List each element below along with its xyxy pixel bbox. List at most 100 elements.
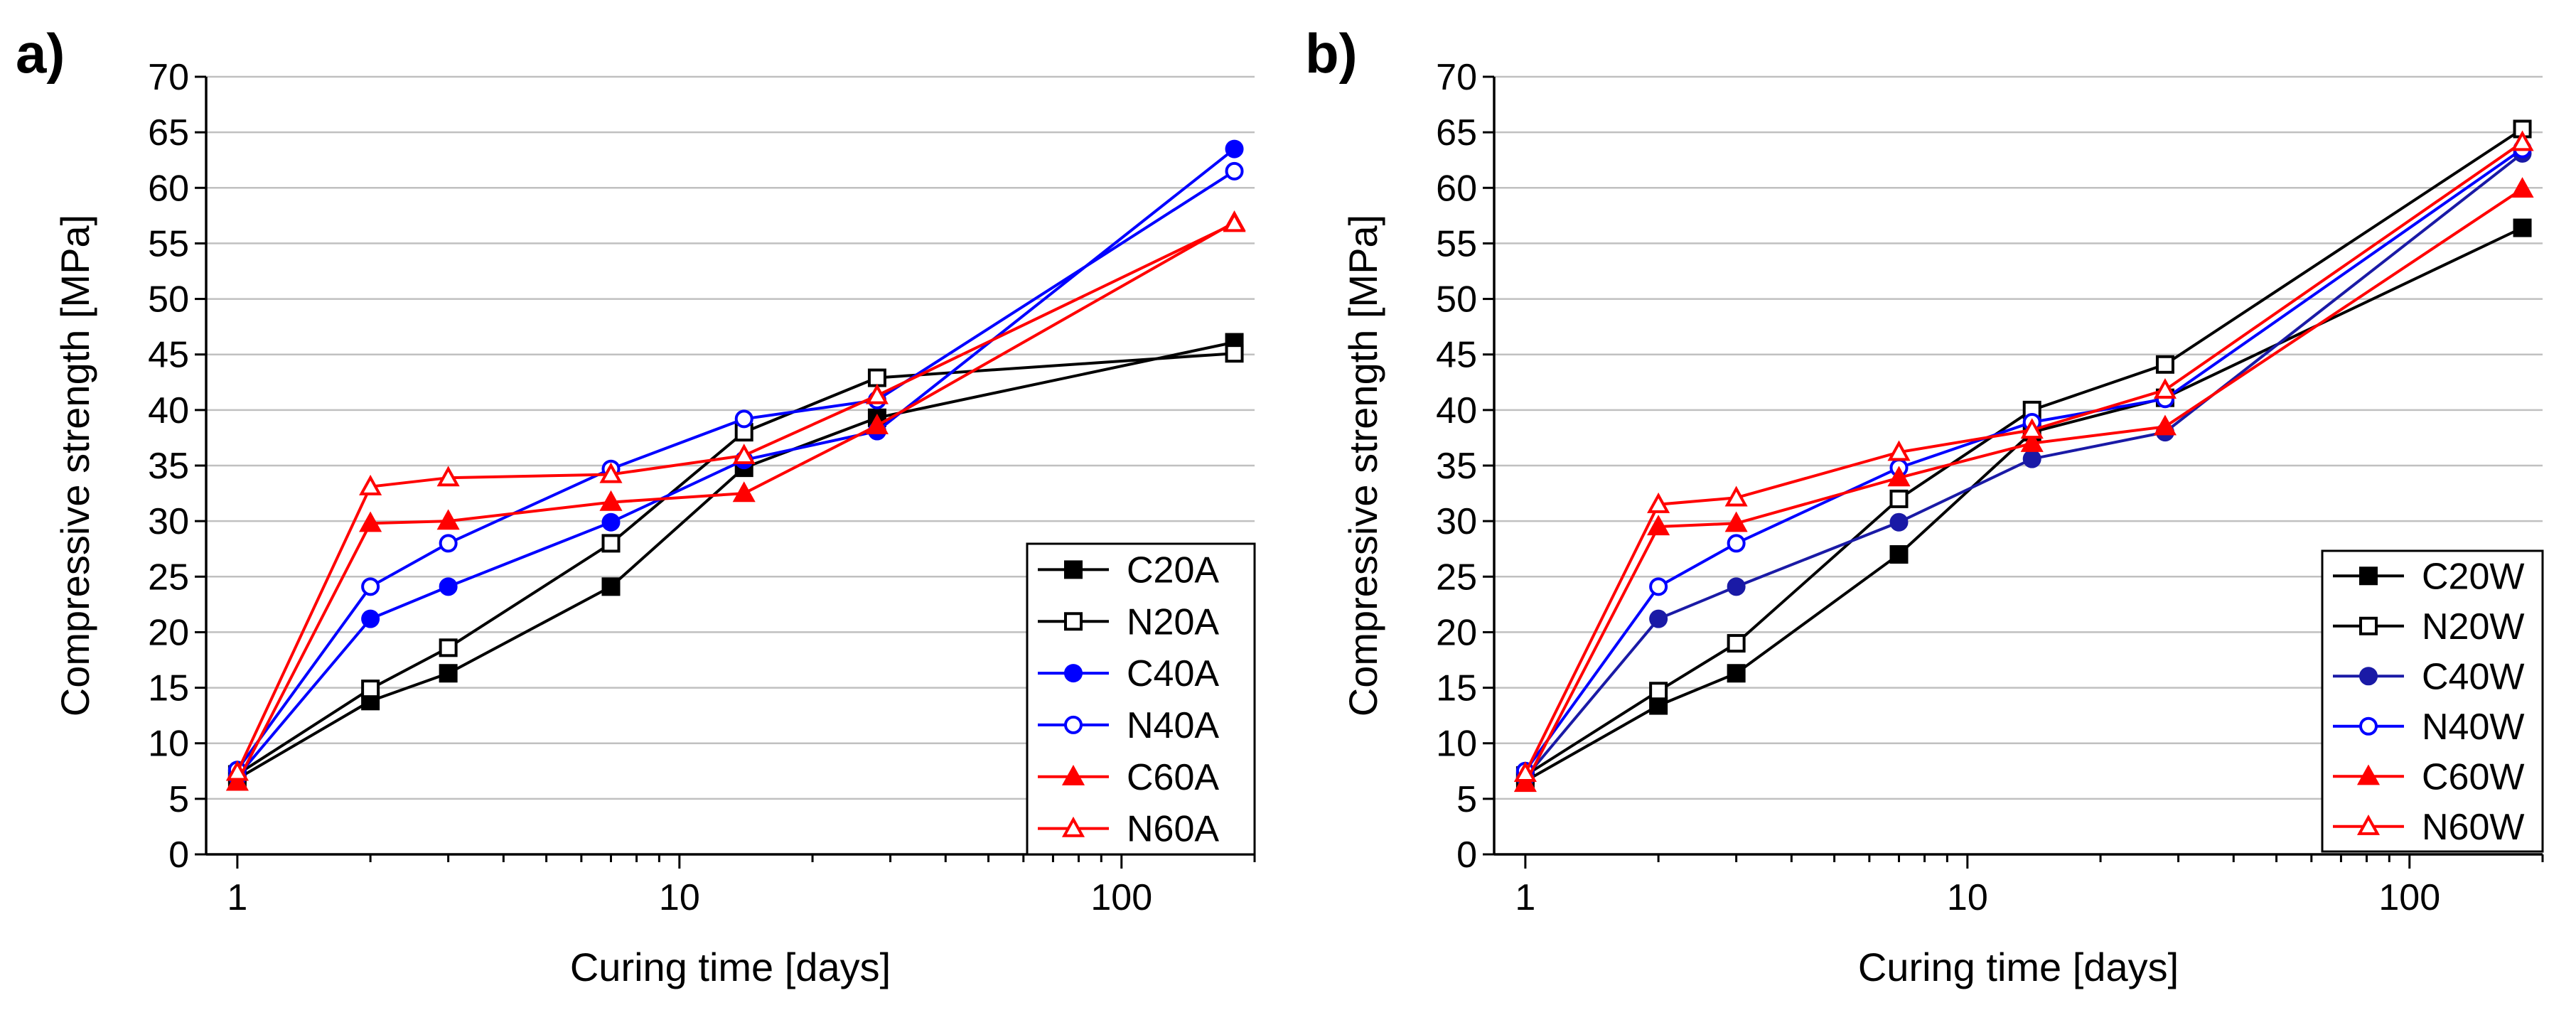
legend-marker [2359,616,2378,635]
legend-marker [1064,715,1083,734]
x-axis-label: Curing time [days] [1858,945,2179,989]
data-point [601,512,621,532]
data-point [601,577,621,596]
data-point [1649,682,1668,701]
legend-label: C60W [2422,756,2524,798]
x-axis-label: Curing time [days] [570,945,891,989]
legend: C20W N20W C40W N40W C60W N60W [2321,549,2544,853]
data-point [439,577,458,596]
y-tick-label: 50 [148,279,189,321]
data-point [2511,130,2534,151]
chart-a-plot: 0 5 10 15 20 25 30 35 40 45 50 55 60 65 70 1 10 100 Curing… [53,57,1256,989]
y-tick-label: 45 [148,335,189,376]
data-point [1225,139,1244,159]
y-tick-label: 5 [168,779,189,820]
data-point [1225,161,1244,181]
y-tick-label: 0 [168,834,189,876]
y-tick-label: 50 [1436,279,1477,321]
y-tick-label: 25 [1436,557,1477,598]
data-point [732,481,756,503]
legend-marker [2356,764,2381,785]
series-C60A [225,210,1246,791]
data-point [359,474,382,495]
x-tick-label: 100 [2378,877,2440,918]
y-tick-label: 30 [1436,501,1477,542]
data-point [439,664,458,683]
legend-marker [1064,612,1083,631]
series-N60A [225,211,1246,781]
data-point [1724,511,1748,532]
chart-b-plot: 0 5 10 15 20 25 30 35 40 45 50 55 60 65 70 1 10 100 Curing… [1341,57,2544,989]
data-point [2153,377,2177,399]
data-point [439,638,458,657]
data-point [1887,440,1911,461]
legend-item: C20A [1038,549,1219,591]
data-point [865,413,889,434]
data-point [1727,577,1746,596]
y-axis: 0 5 10 15 20 25 30 35 40 45 50 55 60 65 70 [148,57,206,876]
data-point [436,509,460,530]
data-point [359,511,382,532]
data-point [1727,664,1746,683]
legend-item: N20A [1038,601,1219,643]
data-point [1887,466,1911,487]
y-tick-label: 65 [148,112,189,154]
legend-marker [1064,560,1083,579]
series-N60W [1513,130,2534,783]
legend-item: N60A [1038,809,1219,850]
y-tick-label: 60 [148,168,189,209]
data-point [867,368,886,387]
y-tick-label: 40 [1436,390,1477,431]
data-point [439,534,458,553]
legend-marker [2359,566,2378,586]
data-point [361,577,380,596]
legend-marker [1061,816,1085,837]
legend-label: N40W [2422,707,2524,748]
y-tick-label: 25 [148,557,189,598]
x-tick-label: 1 [1515,877,1535,918]
data-point [2511,177,2534,198]
legend-item: C60W [2333,756,2524,798]
legend-item: C40W [2333,656,2524,697]
data-point [2155,355,2174,374]
x-tick-label: 10 [1947,877,1988,918]
legend-label: N60W [2422,807,2524,848]
panel-label: b) [1305,22,1358,85]
y-tick-label: 20 [148,612,189,653]
y-axis-label: Compressive strength [MPa] [1341,215,1385,716]
x-tick-label: 100 [1090,877,1152,918]
legend-label: C60A [1127,757,1219,798]
data-point [599,490,623,511]
legend-label: C40W [2422,656,2524,697]
data-point [1649,609,1668,628]
data-point [2513,218,2532,237]
data-point [361,609,380,628]
x-axis: 1 10 100 [1515,854,2544,918]
legend-label: C40A [1127,653,1219,694]
y-tick-label: 15 [1436,668,1477,709]
data-point [225,760,249,781]
legend-marker [2359,667,2378,686]
data-point [599,462,623,483]
data-point [1223,211,1246,232]
legend-marker [2356,814,2381,835]
y-tick-label: 70 [148,57,189,98]
x-tick-label: 10 [659,877,700,918]
data-point [436,466,460,487]
y-tick-label: 15 [148,668,189,709]
legend-item: C60A [1038,757,1219,798]
legend-label: N40A [1127,705,1219,746]
data-point [1724,485,1748,507]
y-tick-label: 65 [1436,112,1477,154]
y-tick-label: 70 [1436,57,1477,98]
legend-label: N60A [1127,809,1219,850]
y-tick-label: 10 [1436,724,1477,765]
y-tick-label: 30 [148,501,189,542]
legend-label: N20A [1127,601,1219,643]
legend-marker [1061,764,1085,785]
chart-panel-b: b) 0 5 10 15 20 25 30 35 40 45 50 55 60 65 70 1 10 100 Cur… [1288,0,2576,1015]
y-tick-label: 35 [1436,446,1477,487]
data-point [361,680,380,699]
y-tick-label: 35 [148,446,189,487]
y-tick-label: 60 [1436,168,1477,209]
